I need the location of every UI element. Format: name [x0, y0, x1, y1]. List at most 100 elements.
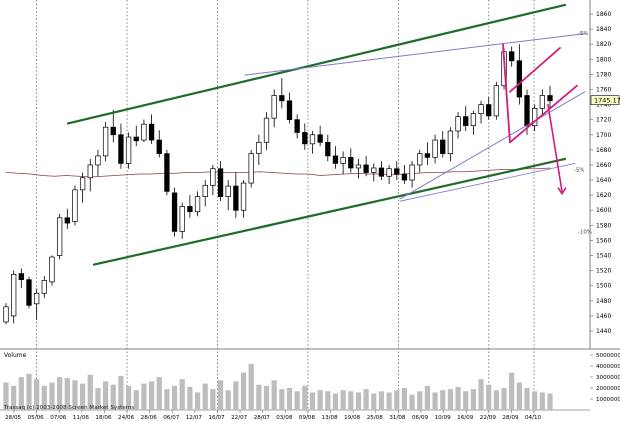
candle-body-up	[79, 177, 86, 191]
candle	[72, 185, 78, 226]
volume-bar	[103, 381, 109, 410]
date-tick-label: 13/08	[322, 415, 339, 421]
candle-body-up	[371, 167, 377, 173]
lower-channel-line	[92, 157, 567, 266]
candle-body-down	[18, 273, 24, 281]
candle	[539, 89, 545, 116]
price-tick-label: 1480	[596, 298, 611, 305]
price-tick-label: 1800	[596, 56, 611, 63]
candle-body-up	[210, 168, 216, 186]
candle	[401, 164, 408, 184]
upper-channel-line	[66, 3, 567, 125]
candle-body-up	[49, 256, 55, 283]
date-tick-label: 22/07	[231, 415, 248, 421]
candle-body-down	[516, 60, 523, 98]
candle-body-down	[233, 185, 239, 211]
price-tick-label: 1660	[596, 162, 611, 169]
candle	[516, 44, 523, 105]
price-tick-label: 1520	[596, 268, 611, 275]
candle-body-down	[156, 139, 162, 154]
volume-bar	[524, 388, 530, 410]
candle-body-down	[325, 141, 331, 157]
candle	[355, 158, 362, 179]
volume-bar	[210, 389, 216, 410]
candle-body-up	[248, 153, 254, 184]
date-axis: 28/05 05/06 07/06 11/06 18/06 24/06 28/06 06/07…	[5, 410, 542, 421]
drawing-tools-layer	[66, 3, 586, 266]
volume-bar	[57, 377, 63, 410]
volume-bar	[217, 380, 224, 410]
volume-bar	[348, 391, 354, 410]
candle	[493, 81, 500, 120]
candle-body-down	[217, 168, 224, 198]
price-tick-label: 1780	[596, 71, 611, 78]
volume-bar	[11, 385, 17, 410]
volume-bar	[463, 391, 469, 410]
volume-bar	[363, 389, 369, 410]
volume-bar	[256, 384, 262, 410]
volume-tick-label: 2000000	[596, 386, 620, 392]
volume-bar	[509, 372, 515, 410]
candle-body-down	[171, 192, 178, 232]
volume-bar	[501, 388, 507, 410]
candle-body-up	[256, 141, 262, 154]
volume-bar	[233, 381, 239, 410]
volume-bar	[148, 381, 155, 410]
volume-bar	[478, 379, 484, 410]
candle-body-up	[202, 184, 208, 198]
candle	[233, 172, 239, 218]
candle	[302, 123, 308, 150]
date-tick-label: 28/09	[502, 415, 519, 421]
moving-average-layer	[5, 167, 551, 178]
candle-body-up	[539, 95, 545, 109]
secondary-support-line	[399, 163, 576, 202]
candle-body-up	[340, 157, 346, 164]
date-tick-label: 31/08	[389, 415, 406, 421]
candle	[3, 303, 9, 325]
price-tick-label: 1560	[596, 237, 611, 244]
candle	[95, 149, 101, 177]
volume-bar	[125, 385, 132, 410]
price-tick-label: 1860	[596, 11, 611, 18]
candle	[470, 110, 477, 135]
candle-body-down	[509, 51, 515, 62]
volume-bar	[547, 393, 553, 410]
volume-bar	[417, 391, 423, 410]
volume-bar	[470, 389, 476, 410]
candle-body-up	[72, 189, 78, 222]
volume-tick-label: 4000000	[596, 364, 620, 370]
volume-bar	[332, 393, 339, 410]
candle-body-up	[417, 153, 423, 166]
volume-bar	[194, 392, 201, 410]
candle	[340, 151, 346, 175]
candle-body-down	[294, 119, 300, 133]
candle-body-up	[3, 306, 9, 323]
candle	[440, 130, 446, 158]
volume-bar	[539, 392, 545, 410]
candle	[210, 164, 216, 196]
candle-body-down	[110, 126, 116, 136]
date-tick-label: 06/07	[163, 415, 180, 421]
candle	[263, 112, 270, 150]
date-tick-label: 28/07	[254, 415, 271, 421]
candle	[455, 112, 461, 139]
candle	[49, 255, 55, 286]
volume-bar	[340, 390, 346, 410]
candle-body-up	[179, 206, 185, 232]
candle-body-up	[409, 164, 415, 181]
price-tick-label: 1620	[596, 192, 611, 199]
volume-bar	[378, 391, 385, 410]
last-price-label: 1745.17	[594, 97, 620, 105]
volume-bar	[171, 385, 178, 410]
candle	[194, 191, 201, 217]
volume-tick-label: 3000000	[596, 375, 620, 381]
volume-bar	[302, 385, 308, 410]
volume-bar	[286, 388, 293, 410]
candle-body-down	[133, 136, 139, 142]
candle	[79, 172, 86, 203]
volume-bar	[179, 379, 185, 410]
volume-bar	[317, 390, 323, 410]
last-price-marker: 1745.17	[590, 95, 620, 105]
candles-layer	[3, 44, 553, 325]
date-tick-label: 28/05	[5, 415, 22, 421]
